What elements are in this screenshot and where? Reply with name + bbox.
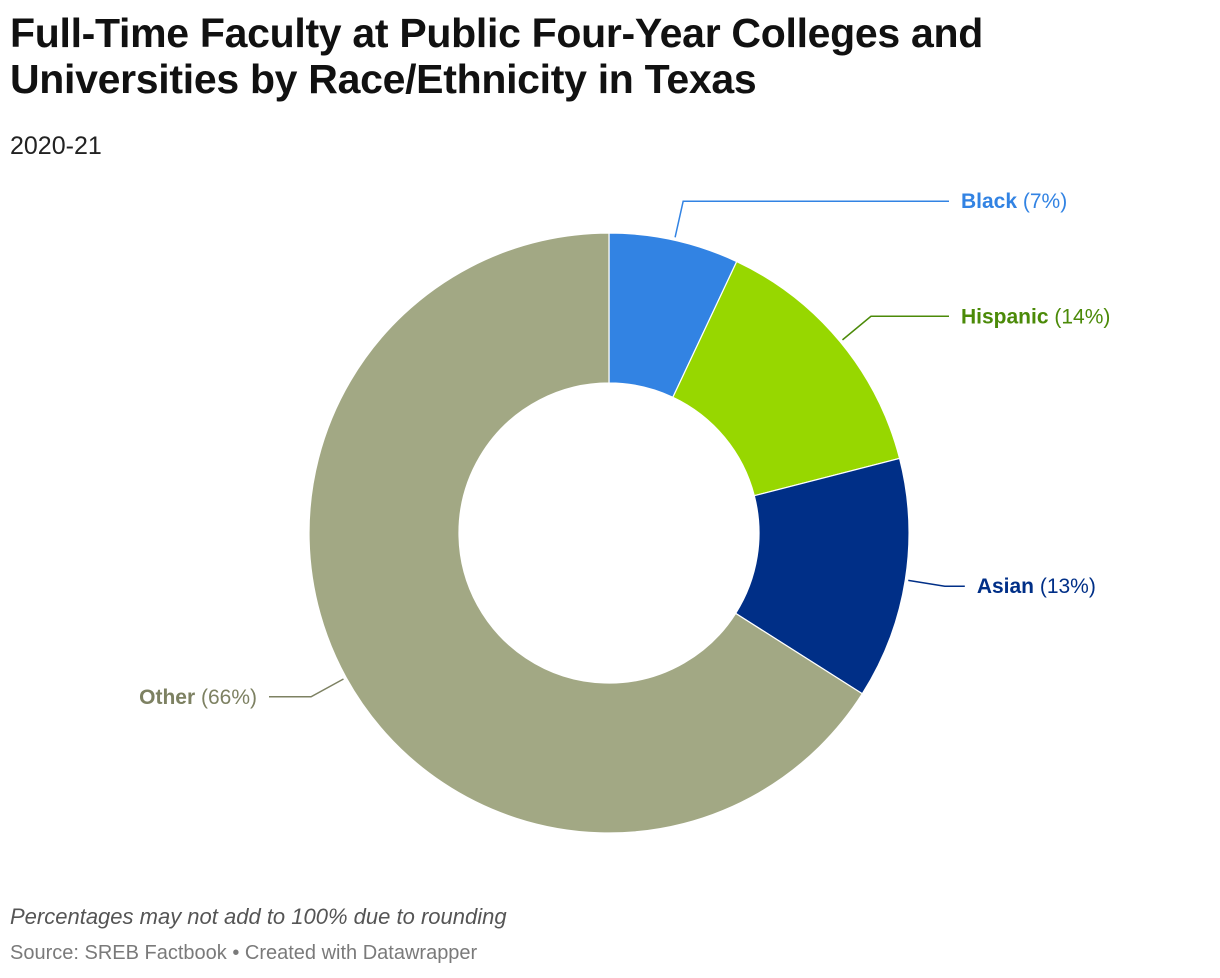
slice-label-black: Black (7%) xyxy=(961,190,1067,213)
slice-label-name: Asian xyxy=(977,575,1034,598)
slice-label-value: (66%) xyxy=(195,686,257,709)
rounding-note: Percentages may not add to 100% due to r… xyxy=(10,904,507,929)
slice-label-name: Hispanic xyxy=(961,305,1049,328)
slice-labels: Black (7%) Hispanic (14%) Asian (13%) Other… xyxy=(139,190,1110,709)
source-credit: Source: SREB Factbook • Created with Dat… xyxy=(10,942,478,964)
leader-line-hispanic xyxy=(841,315,949,341)
slice-label-other: Other (66%) xyxy=(139,686,257,709)
slice-label-asian: Asian (13%) xyxy=(977,575,1096,598)
slice-label-value: (7%) xyxy=(1017,190,1067,213)
slice-label-name: Other xyxy=(139,686,195,709)
slice-label-hispanic: Hispanic (14%) xyxy=(961,305,1110,328)
slice-label-name: Black xyxy=(961,190,1017,213)
slice-label-value: (13%) xyxy=(1034,575,1096,598)
slice-other xyxy=(308,232,864,834)
slice-label-value: (14%) xyxy=(1049,305,1111,328)
slice-hispanic xyxy=(672,260,901,497)
chart-subtitle: 2020-21 xyxy=(10,132,102,160)
leader-line-asian xyxy=(908,579,965,587)
leader-line-black xyxy=(674,200,949,238)
chart-title: Full-Time Faculty at Public Four-Year Co… xyxy=(10,10,984,102)
leader-line-other xyxy=(269,678,344,698)
donut-slices xyxy=(308,232,910,834)
